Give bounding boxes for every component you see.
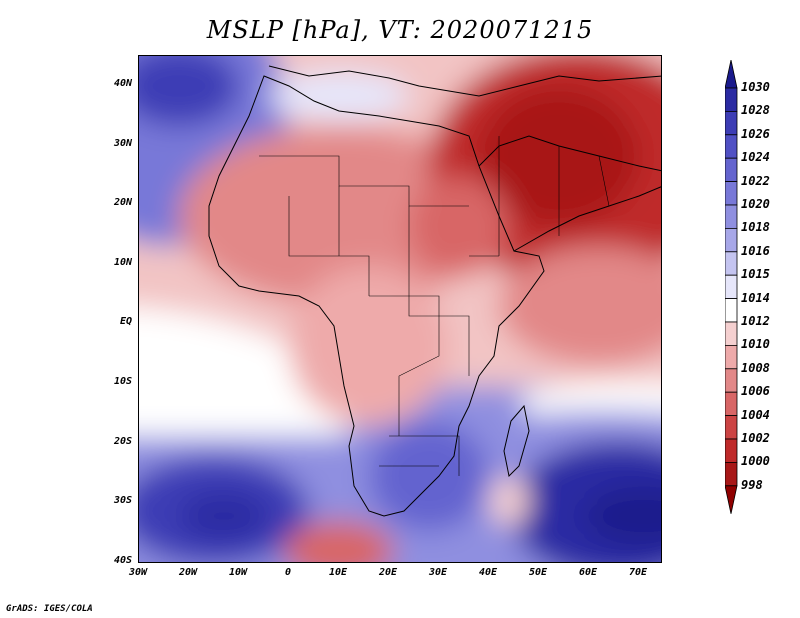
colorbar-segment <box>725 157 738 182</box>
coastlines <box>208 65 661 517</box>
mslp-field <box>139 56 661 562</box>
colorbar-segment <box>725 368 738 393</box>
colorbar-bottom-arrow <box>725 485 738 514</box>
lat-label: 30S <box>113 495 132 507</box>
map-title: MSLP [hPa], VT: 2020071215 <box>206 16 594 44</box>
colorbar-segment <box>725 438 738 463</box>
lon-label: 20E <box>378 567 398 578</box>
lon-label: 50E <box>528 567 548 578</box>
lon-label: 30E <box>428 567 448 578</box>
map-plot-area <box>138 55 662 563</box>
lon-label: 30W <box>128 567 148 578</box>
colorbar-label: 1020 <box>741 197 770 211</box>
lat-label: 10N <box>113 256 132 268</box>
colorbar-segment <box>725 181 738 206</box>
colorbar-segment <box>725 134 738 159</box>
colorbar-label: 1014 <box>741 290 770 305</box>
colorbar-segment <box>725 344 738 370</box>
colorbar-label: 1024 <box>741 150 770 165</box>
colorbar-label: 1028 <box>741 103 770 118</box>
lon-label: 70E <box>628 567 648 578</box>
credit-text: GrADS: IGES/COLA <box>6 604 93 614</box>
colorbar-label: 1022 <box>741 173 770 188</box>
colorbar-segment <box>725 274 738 299</box>
colorbar-segment <box>725 298 738 323</box>
colorbar <box>725 60 738 514</box>
colorbar-label: 1018 <box>741 220 770 235</box>
lat-label: 20S <box>113 435 132 447</box>
colorbar-segment <box>725 204 738 229</box>
colorbar-segment <box>725 415 738 440</box>
colorbar-label: 1010 <box>741 337 770 352</box>
country-borders <box>259 136 610 476</box>
colorbar-label: 1026 <box>741 126 770 141</box>
lon-label: 10W <box>228 567 248 578</box>
pressure-field <box>139 56 661 562</box>
colorbar-segment <box>725 111 738 136</box>
colorbar-segment <box>725 461 738 487</box>
colorbar-segment <box>725 391 738 417</box>
colorbar-label: 1008 <box>741 360 770 375</box>
lon-label: 20W <box>178 567 198 578</box>
colorbar-segment <box>725 251 738 276</box>
lat-label: EQ <box>119 316 132 328</box>
lon-label: 40E <box>478 567 498 578</box>
colorbar-label: 1002 <box>741 431 770 445</box>
lat-label: 20N <box>113 197 132 209</box>
colorbar-label: 1004 <box>741 407 770 422</box>
colorbar-label: 1012 <box>741 314 770 328</box>
lon-label: 60E <box>578 567 598 578</box>
colorbar-label: 1016 <box>741 243 770 258</box>
colorbar-label: 1030 <box>741 80 770 94</box>
colorbar-segment <box>725 321 738 346</box>
colorbar-top-arrow <box>725 60 738 89</box>
lat-label: 10S <box>113 376 132 387</box>
colorbar-label: 998 <box>741 477 763 492</box>
colorbar-segment <box>725 87 738 112</box>
colorbar-label: 1015 <box>741 267 770 282</box>
lat-label: 30N <box>113 137 132 149</box>
lat-label: 40N <box>113 78 132 89</box>
colorbar-segment <box>725 227 738 253</box>
colorbar-label: 1006 <box>741 384 770 399</box>
colorbar-label: 1000 <box>741 454 770 469</box>
lat-label: 40S <box>113 554 132 566</box>
lon-label: 10E <box>328 567 348 578</box>
lon-label: 0 <box>284 567 292 578</box>
